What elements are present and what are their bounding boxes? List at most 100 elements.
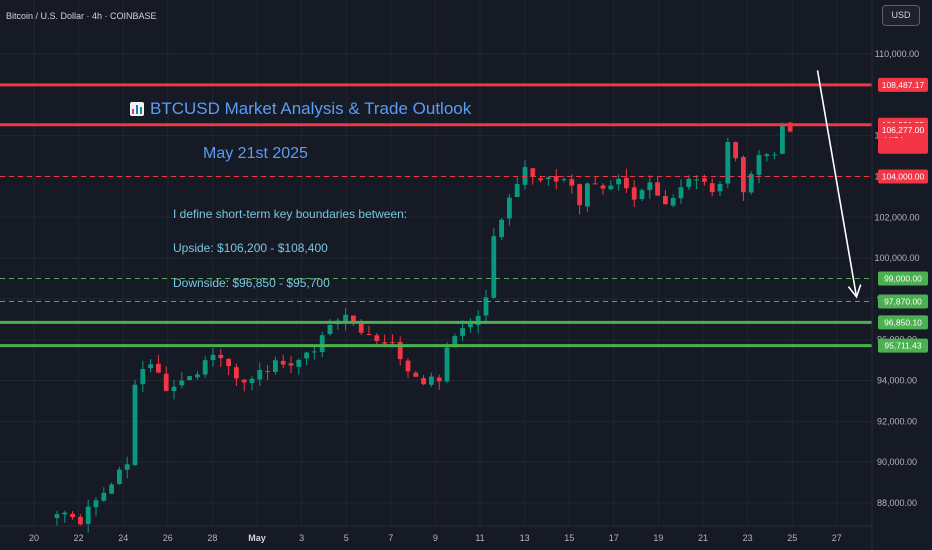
candle-body (54, 514, 60, 518)
level-badge (878, 315, 928, 330)
candle-body (522, 167, 528, 185)
price-tick-label: 102,000.00 (874, 212, 919, 222)
candle-body (460, 328, 465, 336)
candle-body (218, 354, 224, 359)
candle-body (507, 197, 512, 219)
candle-body (257, 369, 263, 380)
price-tick-label: 90,000.00 (877, 457, 917, 467)
candle-body (717, 183, 723, 192)
candle-body (93, 500, 99, 508)
candle-body (70, 513, 75, 518)
upside-range[interactable]: Upside: $106,200 - $108,400 (173, 241, 328, 255)
horizontal-levels[interactable] (0, 83, 872, 348)
candle-body (787, 122, 793, 132)
time-tick-label: 9 (433, 533, 438, 543)
level-badge-text: 97,870.00 (884, 297, 922, 307)
candle-body (592, 183, 598, 185)
candle-body (608, 185, 614, 190)
analysis-date[interactable]: May 21st 2025 (203, 145, 308, 162)
candle-body (475, 316, 481, 325)
candle-body (273, 360, 278, 372)
candle-body (319, 335, 325, 353)
candle-body (351, 315, 356, 322)
candle-body (366, 333, 372, 336)
candle-body (78, 516, 83, 525)
analysis-title[interactable]: BTCUSD Market Analysis & Trade Outlook (130, 99, 471, 119)
candle-body (101, 492, 107, 501)
candle-body (397, 341, 403, 360)
price-tick-label: 88,000.00 (877, 498, 917, 508)
time-tick-label: 26 (163, 533, 173, 543)
symbol-title: Bitcoin / U.S. Dollar · 4h · COINBASE (6, 11, 157, 21)
candle-body (327, 324, 333, 335)
candle-body (436, 377, 442, 382)
time-tick-label: 19 (653, 533, 663, 543)
price-tick-label: 100,000.00 (874, 253, 919, 263)
candle-body (358, 322, 364, 333)
time-tick-label: 23 (743, 533, 753, 543)
candle-body (109, 484, 114, 494)
candle-body (226, 358, 231, 367)
price-tick-label: 94,000.00 (877, 376, 917, 386)
candle-body (241, 379, 247, 383)
candle-body (569, 179, 575, 186)
candle-body (725, 142, 731, 184)
time-tick-label: May (248, 533, 266, 543)
time-tick-label: 20 (29, 533, 39, 543)
candle-body (756, 154, 762, 175)
candle-body (686, 178, 692, 187)
candle-body (429, 376, 434, 385)
time-tick-label: 25 (787, 533, 797, 543)
candle-body (421, 378, 426, 385)
level-badge-text: 104,000.00 (882, 171, 925, 181)
candle-body (156, 363, 161, 373)
time-tick-label: 15 (564, 533, 574, 543)
time-tick-label: 22 (74, 533, 84, 543)
candle-body (444, 347, 450, 382)
level-badge-text: 99,000.00 (884, 274, 922, 284)
candle-body (405, 360, 411, 372)
boundaries-intro[interactable]: I define short-term key boundaries betwe… (173, 207, 408, 221)
candle-body (748, 173, 754, 193)
time-tick-label: 28 (207, 533, 217, 543)
candle-body (163, 373, 169, 391)
candle-body (702, 178, 707, 182)
bid-price-badge (878, 122, 928, 137)
candle-body (733, 142, 738, 159)
candle-body (124, 464, 130, 470)
candle-body (678, 187, 684, 199)
candle-body (585, 183, 590, 207)
candle-body (600, 185, 606, 189)
candle-body (265, 371, 270, 373)
projection-arrow[interactable] (816, 70, 862, 299)
candle-body (647, 182, 653, 191)
time-tick-label: 27 (832, 533, 842, 543)
candle-body (413, 372, 419, 377)
candle-body (577, 184, 582, 206)
time-tick-label: 11 (475, 533, 484, 543)
time-tick-label: 24 (118, 533, 128, 543)
candle-body (132, 384, 138, 466)
currency-button[interactable]: USD (882, 5, 920, 26)
level-badge (878, 294, 928, 309)
level-badge (878, 338, 928, 353)
candle-body (553, 176, 559, 182)
arrow-head (847, 284, 862, 299)
candle-body (764, 154, 770, 157)
time-axis[interactable]: 20 22 24 26 28 May 3 5 7 9 11 13 15 17 19 21 23 25 27 (0, 525, 872, 543)
level-badge (878, 271, 928, 286)
time-tick-label: 13 (520, 533, 530, 543)
candle-body (616, 178, 621, 185)
candle-body (249, 378, 255, 384)
candle-body (62, 512, 68, 515)
time-tick-label: 17 (609, 533, 619, 543)
downside-range[interactable]: Downside: $96,850 - $95,700 (173, 276, 330, 290)
price-axis-labels: 108,487.17106,531.5544:54104,000.0099,00… (878, 77, 928, 353)
candle-body (538, 178, 543, 181)
candle-body (639, 190, 645, 200)
candle-body (468, 323, 473, 328)
candle-body (117, 469, 122, 484)
level-badge-text: 95,711.43 (884, 341, 921, 351)
